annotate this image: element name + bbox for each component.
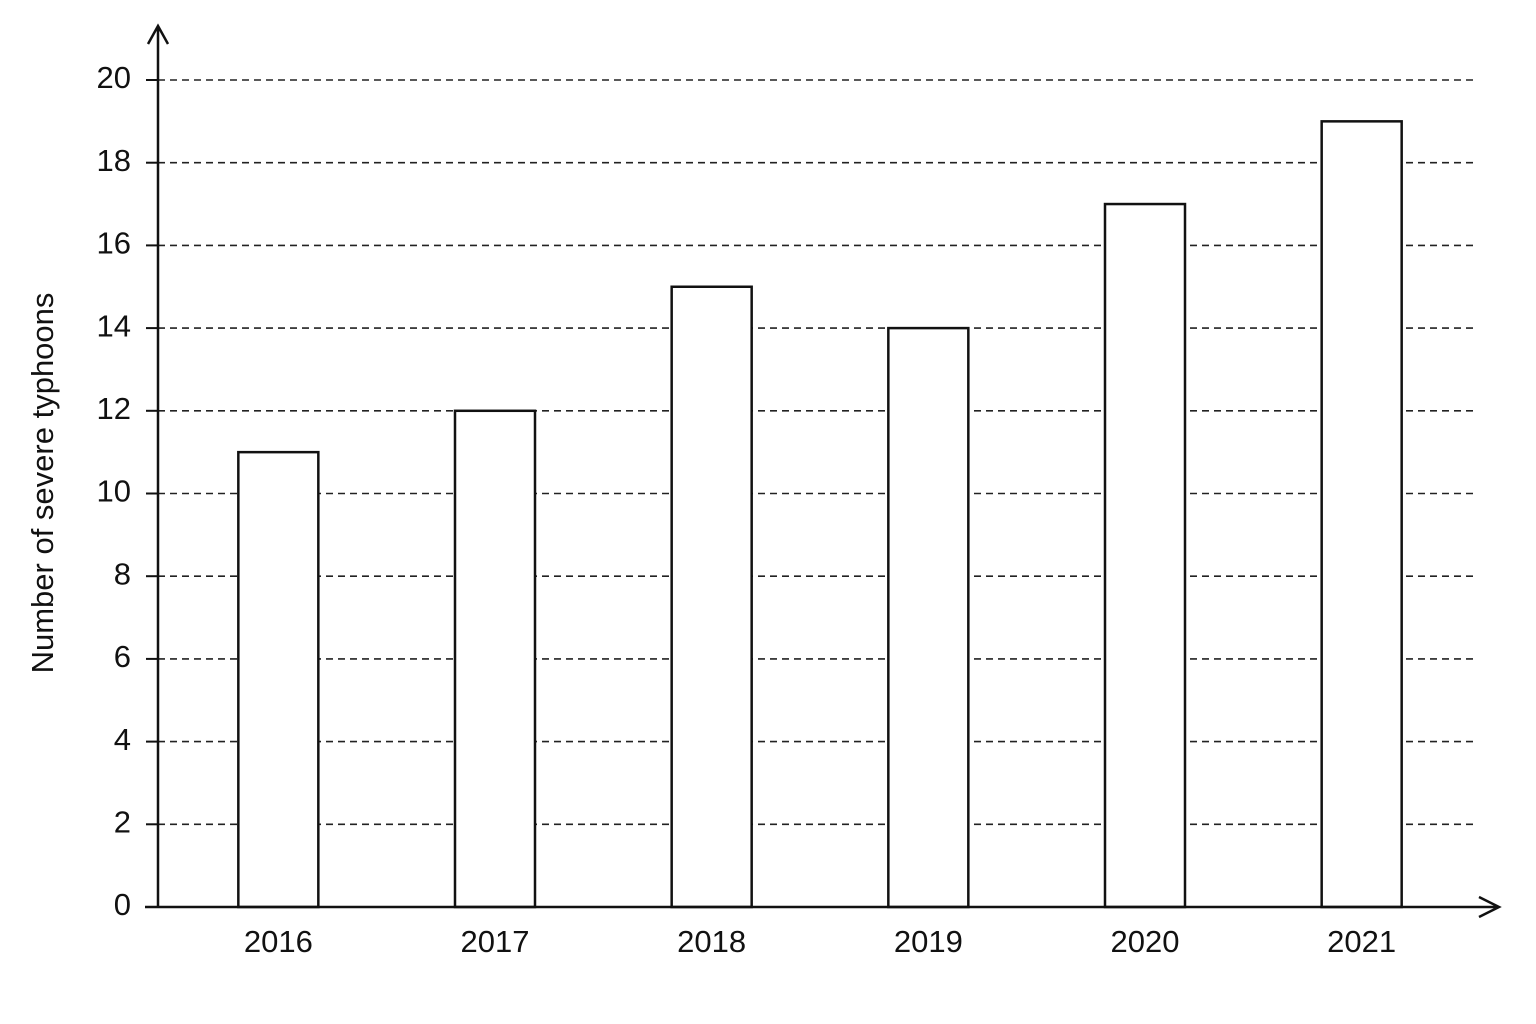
x-tick-label: 2021	[1327, 924, 1396, 959]
x-tick-label: 2016	[244, 924, 313, 959]
y-tick-label: 18	[97, 143, 131, 178]
y-axis-label: Number of severe typhoons	[25, 293, 60, 674]
x-axis	[145, 895, 1502, 919]
bars	[237, 120, 1403, 909]
y-tick-label: 14	[97, 308, 131, 343]
y-tick-label: 2	[114, 804, 131, 839]
y-tick-label: 6	[114, 639, 131, 674]
bar	[670, 285, 753, 909]
y-tick-label: 20	[97, 60, 131, 95]
x-tick-label: 2019	[894, 924, 963, 959]
y-tick-label: 8	[114, 556, 131, 591]
bar	[1320, 120, 1403, 909]
y-axis	[146, 23, 170, 907]
x-tick-label: 2017	[461, 924, 530, 959]
x-tick-label: 2020	[1111, 924, 1180, 959]
y-tick-label: 10	[97, 474, 131, 509]
bar	[453, 409, 537, 909]
bar	[237, 450, 320, 909]
y-tick-label: 4	[114, 722, 131, 757]
y-tick-label: 12	[97, 391, 131, 426]
bar	[887, 326, 970, 909]
y-tick-label: 16	[97, 226, 131, 261]
grid	[158, 79, 1477, 826]
bar	[1103, 202, 1187, 909]
y-tick-label: 0	[114, 887, 131, 922]
x-tick-label: 2018	[677, 924, 746, 959]
